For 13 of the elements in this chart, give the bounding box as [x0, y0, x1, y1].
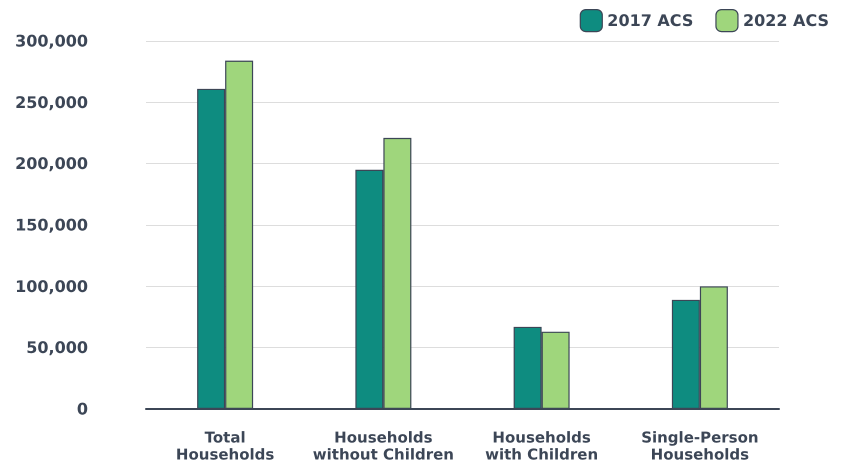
y-tick-label: 0: [76, 400, 88, 418]
y-tick-label: 50,000: [26, 338, 88, 358]
x-tick-label: Households without Children: [312, 428, 454, 464]
legend-label: 2017 ACS: [607, 11, 694, 30]
y-tick-label: 300,000: [15, 32, 88, 50]
x-tick-label: Total Households: [176, 428, 274, 464]
y-tick-label: 200,000: [15, 154, 88, 174]
x-tick-label: Households with Children: [485, 428, 598, 464]
y-tick-label: 150,000: [15, 216, 88, 234]
y-tick-label: 100,000: [15, 276, 88, 296]
y-tick-label: 250,000: [15, 92, 88, 112]
x-tick-label: Single-Person Households: [641, 428, 759, 464]
legend-label: 2022 ACS: [742, 11, 829, 30]
